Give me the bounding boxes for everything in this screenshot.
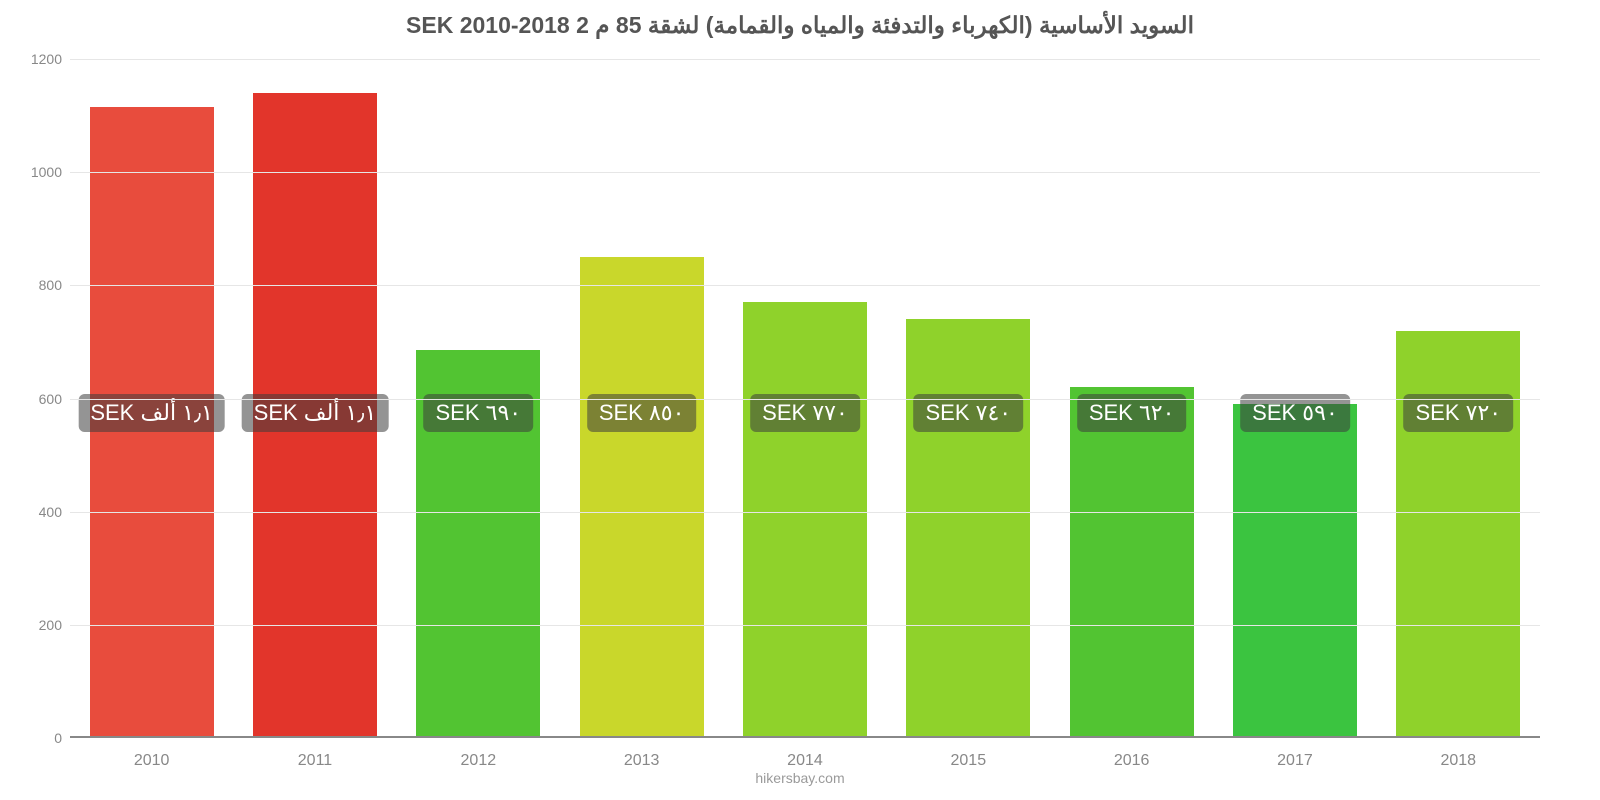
plot-area: ١٫١ ألف SEK ١٫١ ألف SEK ٦٩٠ SEK ٨٥٠ SEK ٧٧٠ … [70,59,1540,738]
x-axis-labels: 201020112012201320142015201620172018 [70,746,1540,770]
x-tick-label: 2018 [1377,746,1540,770]
bar: ٦٢٠ SEK [1070,387,1194,738]
grid-line [70,399,1540,400]
x-tick-label: 2014 [723,746,886,770]
x-tick-label: 2012 [397,746,560,770]
y-tick-label: 1000 [31,164,70,180]
x-tick-label: 2015 [887,746,1050,770]
y-tick-label: 1200 [31,51,70,67]
grid-line [70,285,1540,286]
y-tick-label: 600 [39,391,70,407]
y-tick-label: 800 [39,277,70,293]
y-tick-label: 200 [39,617,70,633]
bar: ٨٥٠ SEK [580,257,704,738]
bar: ١٫١ ألف SEK [253,93,377,738]
grid-line [70,625,1540,626]
y-tick-label: 0 [54,730,70,746]
bar: ١٫١ ألف SEK [90,107,214,738]
chart-title: السويد الأساسية (الكهرباء والتدفئة والمي… [0,0,1600,39]
x-tick-label: 2010 [70,746,233,770]
grid-line [70,172,1540,173]
bar: ٧٤٠ SEK [906,319,1030,738]
bar: ٧٢٠ SEK [1396,331,1520,738]
bar: ٦٩٠ SEK [416,350,540,738]
x-tick-label: 2011 [233,746,396,770]
bar: ٥٩٠ SEK [1233,404,1357,738]
x-tick-label: 2016 [1050,746,1213,770]
y-tick-label: 400 [39,504,70,520]
x-tick-label: 2013 [560,746,723,770]
grid-line [70,512,1540,513]
x-axis-line [70,736,1540,738]
grid-line [70,59,1540,60]
chart-container: السويد الأساسية (الكهرباء والتدفئة والمي… [0,0,1600,800]
x-tick-label: 2017 [1213,746,1376,770]
bar: ٧٧٠ SEK [743,302,867,738]
attribution-text: hikersbay.com [0,770,1600,800]
